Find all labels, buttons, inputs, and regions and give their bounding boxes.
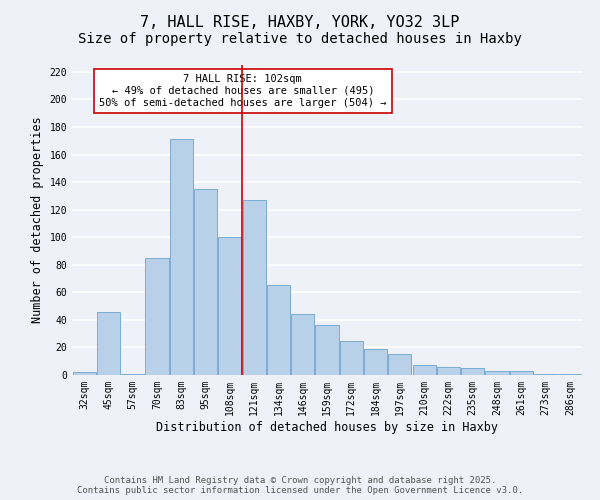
Bar: [73, 372, 95, 375]
Bar: [364, 349, 387, 375]
Bar: [388, 354, 412, 375]
Bar: [485, 371, 509, 375]
Bar: [267, 286, 290, 375]
Bar: [121, 374, 144, 375]
Text: 7 HALL RISE: 102sqm
← 49% of detached houses are smaller (495)
50% of semi-detac: 7 HALL RISE: 102sqm ← 49% of detached ho…: [99, 74, 386, 108]
Y-axis label: Number of detached properties: Number of detached properties: [31, 116, 44, 324]
Bar: [218, 237, 241, 375]
Bar: [194, 189, 217, 375]
Bar: [242, 200, 266, 375]
Bar: [316, 326, 338, 375]
Bar: [534, 374, 557, 375]
Bar: [291, 314, 314, 375]
Bar: [510, 371, 533, 375]
Bar: [461, 368, 484, 375]
Bar: [97, 312, 120, 375]
X-axis label: Distribution of detached houses by size in Haxby: Distribution of detached houses by size …: [156, 420, 498, 434]
Bar: [170, 140, 193, 375]
Bar: [559, 374, 581, 375]
Bar: [145, 258, 169, 375]
Bar: [437, 366, 460, 375]
Text: Contains HM Land Registry data © Crown copyright and database right 2025.
Contai: Contains HM Land Registry data © Crown c…: [77, 476, 523, 495]
Bar: [340, 340, 363, 375]
Bar: [413, 366, 436, 375]
Text: 7, HALL RISE, HAXBY, YORK, YO32 3LP: 7, HALL RISE, HAXBY, YORK, YO32 3LP: [140, 15, 460, 30]
Text: Size of property relative to detached houses in Haxby: Size of property relative to detached ho…: [78, 32, 522, 46]
